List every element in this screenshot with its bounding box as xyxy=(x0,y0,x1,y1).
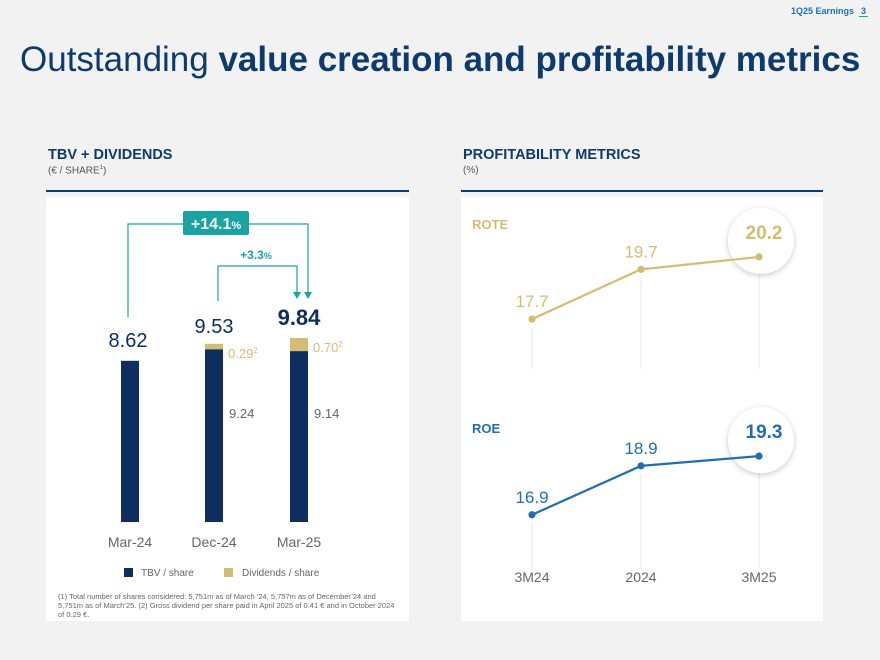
tbv-heading: TBV + DIVIDENDS xyxy=(48,147,173,163)
rote-point xyxy=(755,253,763,261)
ytd-arrowhead xyxy=(293,292,301,299)
x-tick-label: Mar-24 xyxy=(108,534,153,550)
tbv-dividends-chart: Mar-24 Dec-24 Mar-25 8.62 9.53 9.84 0.292 0.702… xyxy=(108,211,343,579)
dividend-value-label: 0.292 xyxy=(228,346,258,361)
ytd-bracket xyxy=(217,265,298,301)
roe-value-label: 16.9 xyxy=(515,488,548,507)
dividend-bar xyxy=(205,343,223,350)
tbv-rule xyxy=(46,190,409,192)
tbv-bar xyxy=(205,349,223,522)
profitability-panel: ROTE 17.7 19.7 20.2 ROE 16.9 18.9 19.3 3M24 2024 3… xyxy=(461,197,823,621)
title-regular: Outstanding xyxy=(20,40,219,79)
legend-swatch-dividends xyxy=(224,568,233,577)
total-label: 9.53 xyxy=(195,316,234,338)
ytd-label: +3.3% xyxy=(240,248,272,262)
rote-value-label: 17.7 xyxy=(515,292,548,311)
x-tick-label: 3M25 xyxy=(741,569,776,585)
tbv-unit: (€ / SHARE1) xyxy=(48,165,107,177)
tbv-value-label: 9.14 xyxy=(314,406,339,421)
rote-value-label: 19.7 xyxy=(624,242,657,261)
dividend-value-label: 0.702 xyxy=(313,340,343,355)
rote-value-label: 20.2 xyxy=(746,223,783,244)
tbv-bar xyxy=(290,351,308,522)
page-header: 1Q25 Earnings 3 xyxy=(790,6,868,17)
page-number: 3 xyxy=(858,6,868,17)
yoy-arrowhead xyxy=(304,292,312,299)
roe-title: ROE xyxy=(472,421,501,436)
roe-value-label: 19.3 xyxy=(746,422,783,443)
dividend-bar xyxy=(290,337,308,352)
x-tick-label: 2024 xyxy=(625,569,656,585)
profitability-heading: PROFITABILITY METRICS xyxy=(463,147,641,163)
profitability-rule xyxy=(461,190,823,192)
rote-point xyxy=(528,315,536,323)
page-title: Outstanding value creation and profitabi… xyxy=(20,40,860,80)
x-tick-label: 3M24 xyxy=(514,569,549,585)
x-tick-label: Dec-24 xyxy=(191,534,236,550)
footnote-ref: 2 xyxy=(338,340,343,349)
x-tick-label: Mar-25 xyxy=(277,534,322,550)
tbv-bar xyxy=(121,360,139,522)
rote-line xyxy=(531,255,760,321)
yoy-unit: % xyxy=(231,220,241,232)
ytd-unit: % xyxy=(264,251,272,261)
footnote-ref: 2 xyxy=(253,346,258,355)
legend-label-dividends: Dividends / share xyxy=(242,568,320,579)
roe-point xyxy=(637,462,645,470)
roe-point xyxy=(755,452,763,460)
profitability-unit: (%) xyxy=(463,165,479,176)
title-bold: value creation and profitability metrics xyxy=(218,40,861,79)
tbv-panel: Mar-24 Dec-24 Mar-25 8.62 9.53 9.84 0.292 0.702… xyxy=(46,197,409,621)
rote-title: ROTE xyxy=(472,217,508,232)
yoy-badge xyxy=(183,211,249,235)
header-label: 1Q25 Earnings xyxy=(790,6,854,16)
total-label: 8.62 xyxy=(109,330,148,352)
total-label: 9.84 xyxy=(278,305,322,330)
profitability-chart: ROTE 17.7 19.7 20.2 ROE 16.9 18.9 19.3 3M24 2024 3… xyxy=(472,207,794,585)
footnote: (1) Total number of shares considered: 5… xyxy=(58,592,395,619)
tbv-value-label: 9.24 xyxy=(229,406,254,421)
legend-label-tbv: TBV / share xyxy=(141,568,194,579)
roe-point xyxy=(528,511,536,519)
legend-swatch-tbv xyxy=(124,568,133,577)
roe-line xyxy=(531,455,760,516)
yoy-label: +14.1% xyxy=(191,216,241,233)
rote-point xyxy=(637,265,645,273)
roe-value-label: 18.9 xyxy=(624,439,657,458)
